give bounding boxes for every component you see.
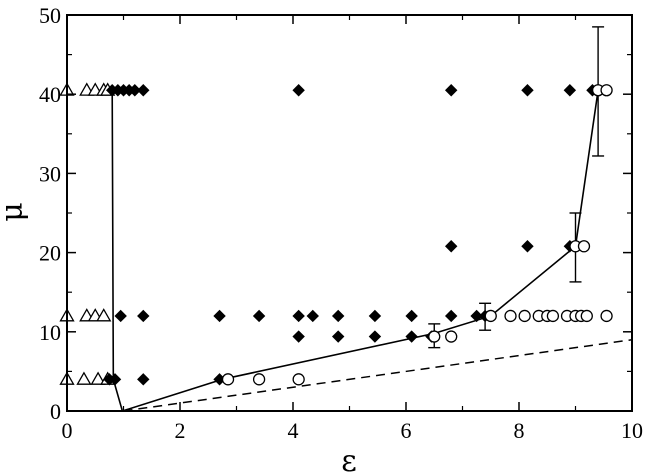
triangle-marker	[96, 308, 112, 322]
diamond-marker	[405, 309, 418, 323]
diamond-marker	[521, 84, 534, 97]
x-tick-label: 10	[621, 418, 643, 443]
circle-marker	[292, 373, 305, 386]
diamond-marker	[292, 309, 305, 323]
diamond-marker	[292, 330, 305, 343]
diamond-marker	[108, 373, 122, 386]
diamond-marker	[128, 84, 142, 97]
circle-marker	[577, 240, 591, 253]
circle-marker	[252, 373, 266, 386]
y-tick-label: 20	[39, 241, 61, 266]
triangle-marker	[76, 371, 92, 385]
circle-marker	[546, 309, 560, 323]
marker-layer	[59, 82, 613, 386]
circle-marker	[580, 309, 593, 323]
diamond-marker	[563, 84, 577, 97]
x-tick-label: 8	[514, 418, 525, 443]
x-tick-label: 2	[175, 418, 186, 443]
circle-marker	[600, 84, 613, 97]
x-axis-title: ε	[341, 444, 357, 475]
diamond-marker	[292, 84, 305, 97]
diamond-marker	[114, 309, 127, 323]
x-tick-label: 6	[401, 418, 412, 443]
y-tick-label: 40	[39, 82, 61, 107]
circle-marker	[484, 309, 497, 323]
diamond-marker	[137, 373, 150, 386]
diamond-marker	[137, 309, 150, 323]
diamond-marker	[331, 309, 345, 323]
diamond-marker	[405, 330, 418, 343]
y-tick-label: 10	[39, 320, 61, 345]
diamond-marker	[213, 309, 226, 323]
diamond-marker	[521, 240, 534, 253]
diamond-marker	[252, 309, 266, 323]
diamond-marker	[444, 84, 458, 97]
diamond-marker	[444, 309, 458, 323]
x-tick-label: 4	[288, 418, 299, 443]
circle-marker	[600, 309, 613, 323]
circle-marker	[221, 373, 235, 386]
diamond-marker	[470, 309, 483, 323]
circle-marker	[504, 309, 517, 323]
axes-layer: 0 2 4 6 8 10 0 10 20 30 40 50	[39, 3, 643, 443]
diamond-marker	[368, 309, 382, 323]
diamond-marker	[331, 330, 345, 343]
y-tick-label: 0	[50, 399, 61, 424]
diamond-marker	[137, 84, 150, 97]
circle-marker	[428, 330, 441, 343]
circle-marker	[445, 330, 458, 343]
y-tick-label: 30	[39, 161, 61, 186]
diamond-marker	[444, 240, 458, 253]
diamond-marker	[306, 309, 319, 323]
x-tick-label: 0	[62, 418, 73, 443]
diamond-marker	[368, 330, 382, 343]
y-axis-title: μ	[0, 202, 30, 222]
dashed-reference-line	[123, 338, 633, 412]
y-tick-label: 50	[39, 3, 61, 28]
triangle-marker	[90, 371, 106, 385]
circle-marker	[518, 309, 531, 323]
